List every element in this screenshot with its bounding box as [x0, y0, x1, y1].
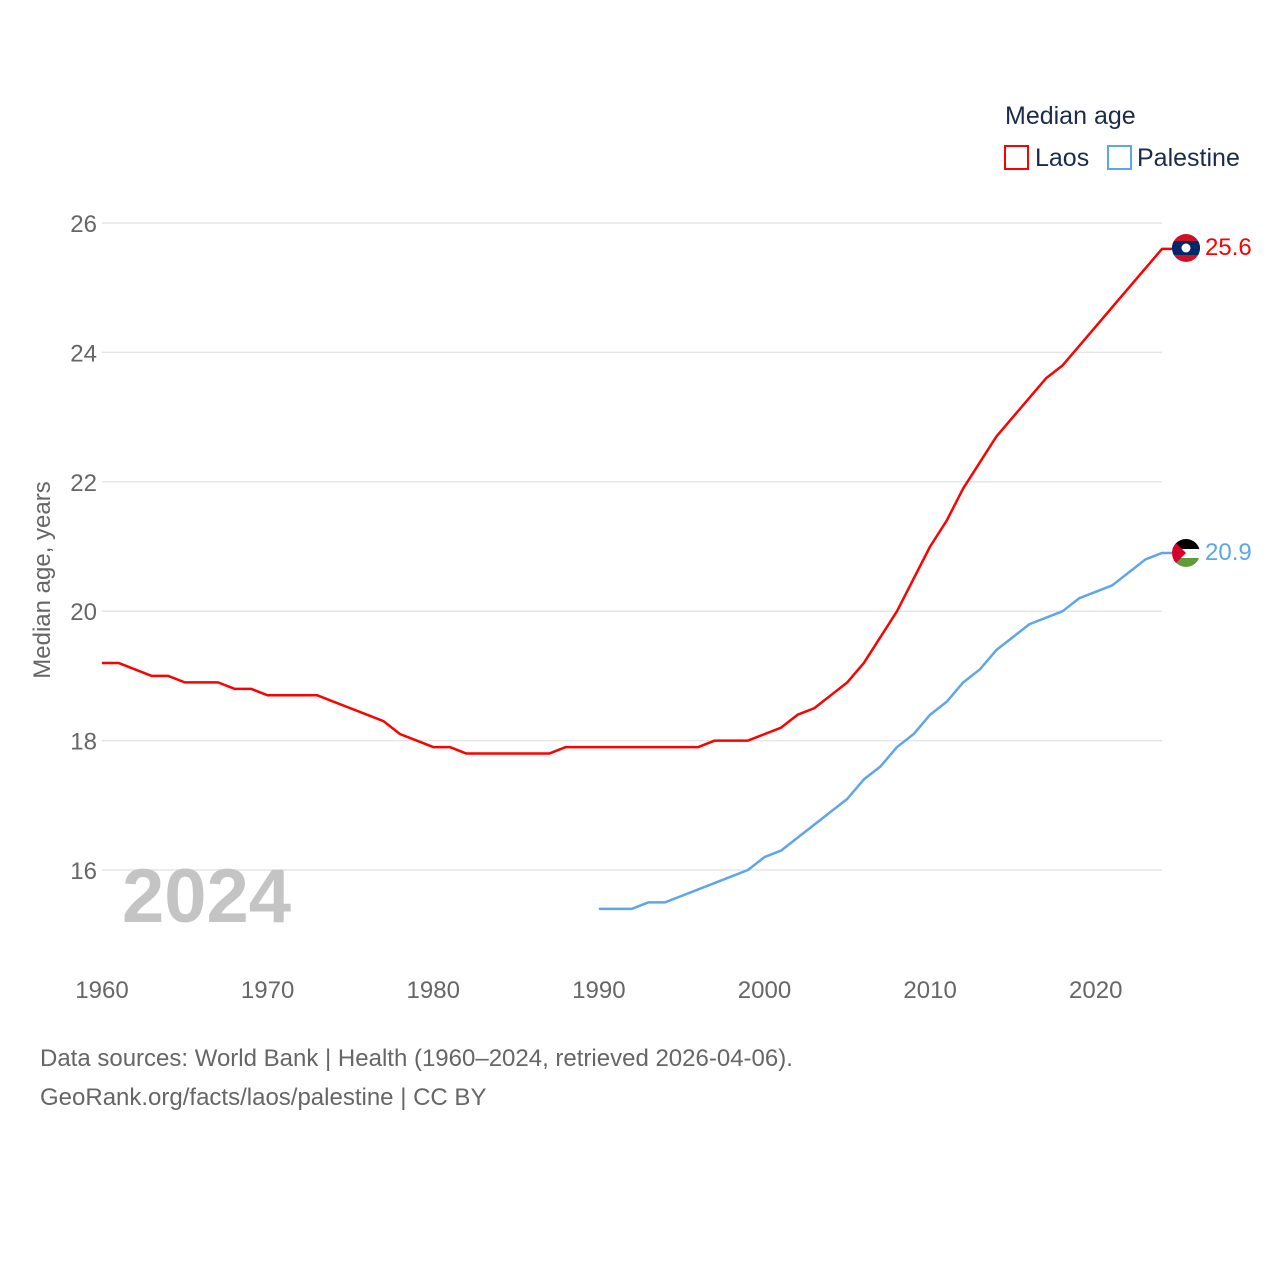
- y-tick-label: 26: [70, 211, 97, 238]
- y-tick-label: 22: [70, 470, 97, 497]
- y-axis-label: Median age, years: [29, 481, 56, 678]
- legend: Median age Laos Palestine: [1004, 102, 1240, 172]
- line-chart: 16 18 20 22 24 26 1960 1970 1980 1990 2000 2010 202…: [29, 102, 1252, 1004]
- series-line-palestine[interactable]: [598, 551, 1172, 911]
- legend-title: Median age: [1005, 102, 1136, 130]
- y-tick-label: 24: [70, 340, 97, 367]
- x-tick-label: 1990: [572, 977, 625, 1004]
- x-tick-label: 1980: [407, 977, 460, 1004]
- y-tick-label: 20: [70, 599, 97, 626]
- end-label-laos: 25.6: [1205, 234, 1252, 261]
- data-source-text: Data sources: World Bank | Health (1960–…: [40, 1045, 793, 1072]
- legend-label-palestine[interactable]: Palestine: [1137, 144, 1240, 172]
- legend-swatch-laos[interactable]: [1004, 145, 1029, 170]
- x-tick-label: 2010: [903, 977, 956, 1004]
- end-label-palestine: 20.9: [1205, 539, 1252, 566]
- legend-swatch-palestine[interactable]: [1107, 145, 1132, 170]
- year-watermark: 2024: [122, 854, 291, 939]
- palestine-flag-icon: [1172, 539, 1200, 567]
- x-tick-label: 1970: [241, 977, 294, 1004]
- x-tick-label: 2000: [738, 977, 791, 1004]
- series-line-laos[interactable]: [102, 247, 1172, 755]
- laos-flag-icon: [1172, 234, 1200, 262]
- x-tick-label: 2020: [1069, 977, 1122, 1004]
- legend-label-laos[interactable]: Laos: [1035, 144, 1089, 172]
- attribution-link[interactable]: GeoRank.org/facts/laos/palestine | CC BY: [40, 1084, 487, 1111]
- y-tick-label: 18: [70, 729, 97, 756]
- y-tick-label: 16: [70, 858, 97, 885]
- x-tick-label: 1960: [75, 977, 128, 1004]
